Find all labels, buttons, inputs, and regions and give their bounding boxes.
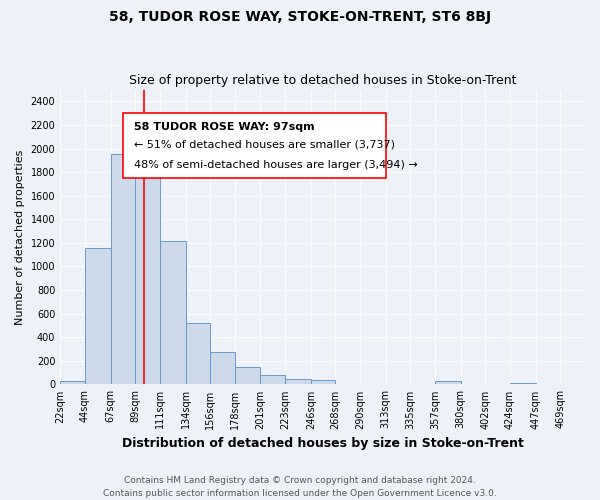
Text: 58, TUDOR ROSE WAY, STOKE-ON-TRENT, ST6 8BJ: 58, TUDOR ROSE WAY, STOKE-ON-TRENT, ST6 … — [109, 10, 491, 24]
Bar — [435, 381, 461, 384]
Title: Size of property relative to detached houses in Stoke-on-Trent: Size of property relative to detached ho… — [129, 74, 517, 87]
Bar — [60, 381, 85, 384]
Y-axis label: Number of detached properties: Number of detached properties — [15, 150, 25, 324]
Bar — [110, 154, 135, 384]
Text: 48% of semi-detached houses are larger (3,494) →: 48% of semi-detached houses are larger (… — [134, 160, 418, 170]
Bar — [285, 378, 311, 384]
X-axis label: Distribution of detached houses by size in Stoke-on-Trent: Distribution of detached houses by size … — [122, 437, 524, 450]
Bar — [135, 168, 160, 384]
Bar — [235, 366, 260, 384]
Text: 58 TUDOR ROSE WAY: 97sqm: 58 TUDOR ROSE WAY: 97sqm — [134, 122, 314, 132]
Bar — [311, 380, 335, 384]
Text: Contains HM Land Registry data © Crown copyright and database right 2024.
Contai: Contains HM Land Registry data © Crown c… — [103, 476, 497, 498]
Bar — [260, 375, 285, 384]
Bar — [85, 248, 110, 384]
Bar — [210, 352, 235, 384]
FancyBboxPatch shape — [123, 113, 386, 178]
Text: ← 51% of detached houses are smaller (3,737): ← 51% of detached houses are smaller (3,… — [134, 140, 395, 149]
Bar — [160, 240, 185, 384]
Bar — [185, 323, 210, 384]
